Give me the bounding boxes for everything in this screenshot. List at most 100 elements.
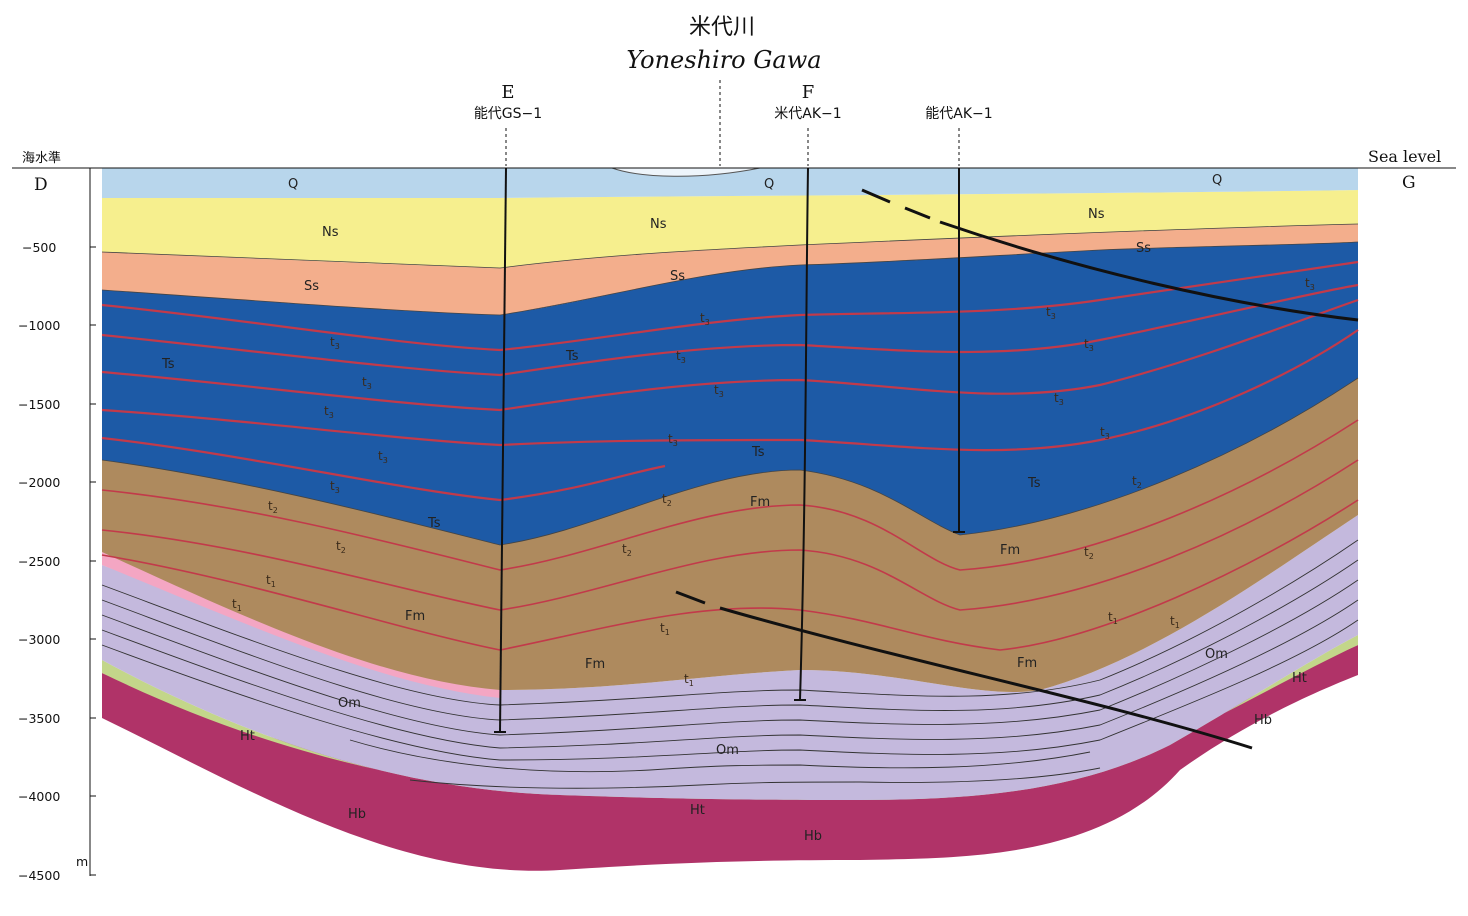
label-ht-2: Ht xyxy=(690,803,705,818)
marker-t1: t1 xyxy=(232,597,242,613)
marker-t1: t1 xyxy=(660,621,670,637)
label-fm-4: Fm xyxy=(1000,543,1020,558)
label-fm-1: Fm xyxy=(750,495,770,510)
label-q-left: Q xyxy=(288,177,298,192)
well-f-letter: F xyxy=(802,82,815,103)
t3-marker-beds xyxy=(101,260,1359,502)
layer-ns xyxy=(102,190,1358,268)
marker-t3: t3 xyxy=(324,404,334,420)
label-ts-1: Ts xyxy=(161,357,175,372)
formation-labels: Q Q Q Ns Ns Ns Ss Ss Ss Ts Ts Ts Ts Ts F… xyxy=(161,173,1307,844)
layer-q xyxy=(102,168,1358,198)
fault-lower xyxy=(719,606,1253,750)
marker-t3: t3 xyxy=(714,383,724,399)
well-e-letter: E xyxy=(501,82,514,103)
marker-t3: t3 xyxy=(700,311,710,327)
label-ts-4: Ts xyxy=(427,516,441,531)
marker-t3: t3 xyxy=(378,449,388,465)
river-bed xyxy=(611,167,761,177)
headers: 米代川 Yoneshiro Gawa E 能代GS−1 F 米代AK−1 能代A… xyxy=(474,15,993,122)
tick-2500: −2500 xyxy=(18,554,60,569)
wells xyxy=(494,80,965,733)
label-ns-right: Ns xyxy=(1088,207,1105,222)
label-ns-mid: Ns xyxy=(650,217,667,232)
tick-1500: −1500 xyxy=(18,397,60,412)
fm-marker-beds xyxy=(101,419,1359,651)
marker-t2: t2 xyxy=(1132,474,1142,490)
marker-t2: t2 xyxy=(662,492,672,508)
tick-4500: −4500 xyxy=(18,868,60,883)
axis: −500 −1000 −1500 −2000 −2500 −3000 −3500… xyxy=(12,147,1456,883)
well-e-bore xyxy=(499,167,507,733)
tick-4000: −4000 xyxy=(18,789,60,804)
label-ts-3: Ts xyxy=(751,445,765,460)
label-ns-left: Ns xyxy=(322,225,339,240)
marker-t3: t3 xyxy=(1305,276,1315,292)
sea-level-label-en: Sea level xyxy=(1368,147,1441,166)
formation-layers xyxy=(102,167,1358,871)
label-ts-5: Ts xyxy=(1027,476,1041,491)
fault-upper-dashed-2 xyxy=(904,206,931,220)
label-q-right: Q xyxy=(1212,173,1222,188)
marker-t1: t1 xyxy=(1108,610,1118,626)
marker-t3: t3 xyxy=(330,479,340,495)
well-e-name: 能代GS−1 xyxy=(474,106,542,122)
label-q-mid: Q xyxy=(764,177,774,192)
layer-ts xyxy=(102,242,1358,545)
marker-t2: t2 xyxy=(268,499,278,515)
label-fm-2: Fm xyxy=(405,609,425,624)
depth-unit: m xyxy=(76,854,88,869)
well-g-name: 能代AK−1 xyxy=(925,106,992,122)
tick-3000: −3000 xyxy=(18,632,60,647)
marker-t2: t2 xyxy=(622,542,632,558)
label-om-2: Om xyxy=(716,743,739,758)
marker-t3: t3 xyxy=(1046,305,1056,321)
marker-t3: t3 xyxy=(1100,425,1110,441)
label-om-1: Om xyxy=(338,696,361,711)
om-bedding xyxy=(101,539,1359,789)
river-name-en: Yoneshiro Gawa xyxy=(626,46,821,74)
label-ss-left: Ss xyxy=(304,279,319,294)
marker-t3: t3 xyxy=(676,349,686,365)
marker-t3: t3 xyxy=(668,432,678,448)
marker-t1: t1 xyxy=(684,672,694,688)
tick-1000: −1000 xyxy=(18,318,60,333)
label-ss-mid: Ss xyxy=(670,269,685,284)
marker-t2: t2 xyxy=(336,539,346,555)
tick-3500: −3500 xyxy=(18,711,60,726)
tick-2000: −2000 xyxy=(18,475,60,490)
marker-t1: t1 xyxy=(266,573,276,589)
label-ht-3: Ht xyxy=(1292,671,1307,686)
marker-t3: t3 xyxy=(362,375,372,391)
well-f-name: 米代AK−1 xyxy=(774,106,841,122)
bedding-lines xyxy=(101,223,1359,789)
label-ht-1: Ht xyxy=(240,729,255,744)
label-ts-2: Ts xyxy=(565,349,579,364)
layer-hb xyxy=(102,645,1358,871)
marker-t1: t1 xyxy=(1170,614,1180,630)
label-fm-3: Fm xyxy=(585,657,605,672)
label-om-3: Om xyxy=(1205,647,1228,662)
marker-labels: t3 t3 t3 t3 t3 t3 t3 t3 t3 t3 t3 t3 t3 t… xyxy=(232,276,1315,688)
well-f-bore xyxy=(799,167,809,701)
layer-ss xyxy=(102,224,1358,315)
fault-upper xyxy=(939,220,1359,322)
marker-t2: t2 xyxy=(1084,545,1094,561)
faults xyxy=(675,188,1359,750)
marker-t3: t3 xyxy=(330,335,340,351)
river-name-jp: 米代川 xyxy=(689,15,755,40)
tick-500: −500 xyxy=(22,240,56,255)
marker-t3: t3 xyxy=(1054,391,1064,407)
point-g: G xyxy=(1402,173,1416,193)
label-ss-right: Ss xyxy=(1136,241,1151,256)
point-d: D xyxy=(34,175,48,195)
label-hb-3: Hb xyxy=(1254,713,1272,728)
sea-level-label-jp: 海水準 xyxy=(22,150,61,166)
label-fm-5: Fm xyxy=(1017,656,1037,671)
layer-fm xyxy=(102,378,1358,693)
marker-t3: t3 xyxy=(1084,337,1094,353)
fault-lower-dashed xyxy=(675,590,706,605)
fault-upper-dashed xyxy=(861,188,891,204)
label-hb-2: Hb xyxy=(804,829,822,844)
